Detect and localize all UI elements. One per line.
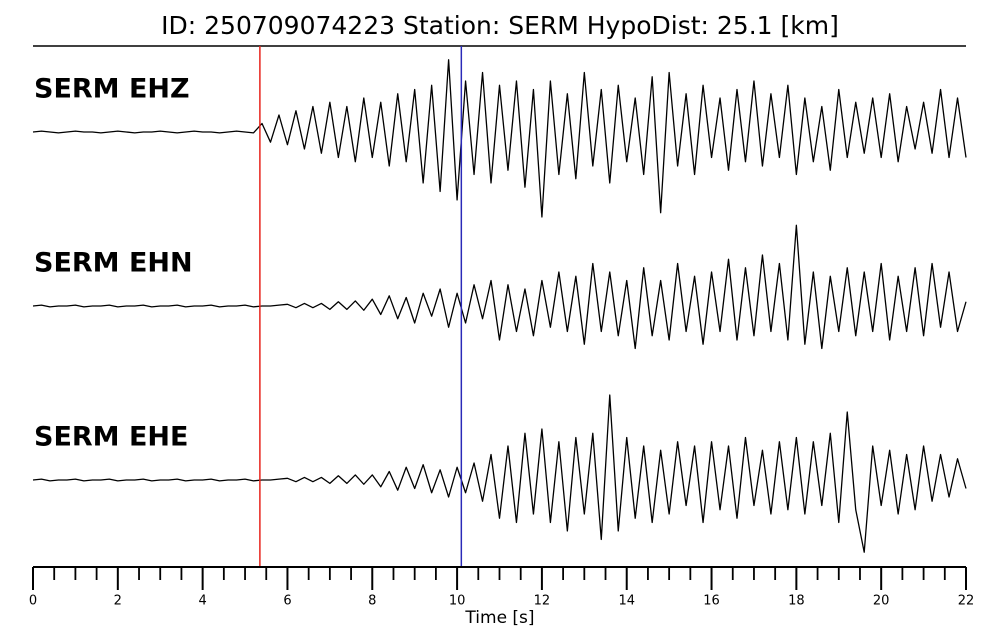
x-tick-label: 4 <box>198 594 206 609</box>
x-tick-label: 20 <box>873 594 890 609</box>
x-tick-label: 0 <box>29 594 37 609</box>
waveform <box>32 59 967 218</box>
x-axis-label: Time [s] <box>464 608 534 628</box>
x-tick-label: 16 <box>703 594 720 609</box>
x-tick-label: 6 <box>283 594 291 609</box>
x-tick-label: 10 <box>449 594 466 609</box>
waveform <box>32 224 967 350</box>
trace-label: SERM EHN <box>34 248 193 279</box>
x-tick-label: 18 <box>788 594 805 609</box>
x-tick-label: 12 <box>534 594 551 609</box>
x-tick-label: 14 <box>618 594 635 609</box>
x-tick-label: 2 <box>114 594 122 609</box>
x-tick-label: 8 <box>368 594 376 609</box>
x-tick-label: 22 <box>958 594 975 609</box>
trace-label: SERM EHE <box>34 422 188 453</box>
chart-title: ID: 250709074223 Station: SERM HypoDist:… <box>161 11 839 40</box>
waveform <box>32 394 967 553</box>
trace-label: SERM EHZ <box>34 74 190 105</box>
